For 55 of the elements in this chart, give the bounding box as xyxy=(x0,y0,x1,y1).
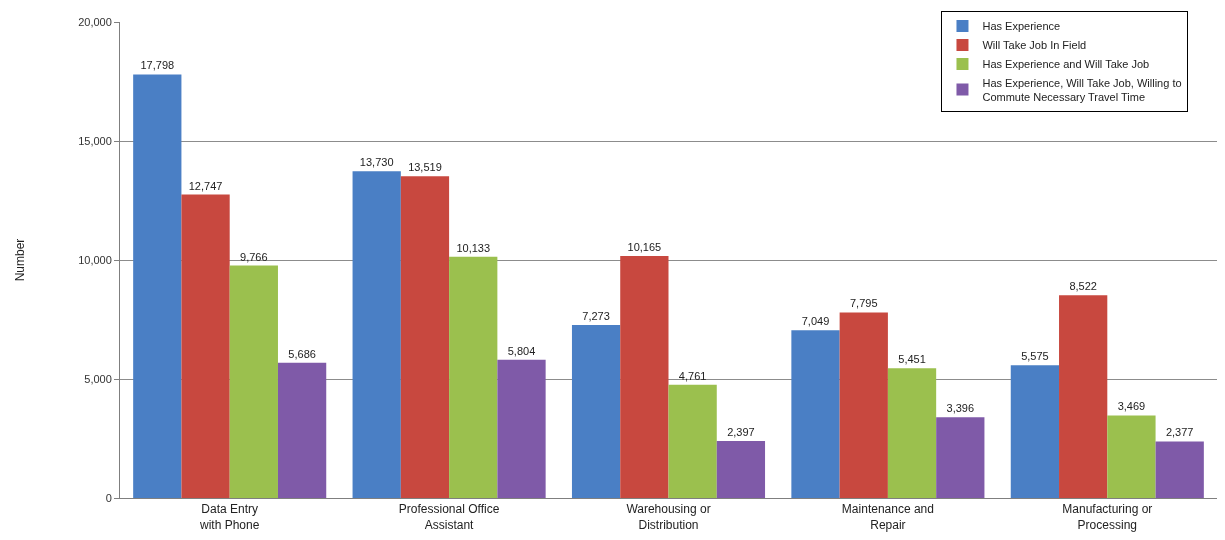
bar xyxy=(497,359,546,498)
x-tick-label: Manufacturing or Processing xyxy=(1062,502,1153,532)
bar xyxy=(1010,365,1060,498)
data-label: 3,396 xyxy=(946,402,975,415)
bar xyxy=(1107,415,1156,498)
bar xyxy=(571,324,621,498)
bar xyxy=(839,312,888,498)
bar xyxy=(791,330,840,498)
data-label: 8,522 xyxy=(1069,280,1097,293)
data-label: 5,575 xyxy=(1021,350,1049,363)
data-label: 10,133 xyxy=(456,241,491,254)
bar xyxy=(229,265,278,498)
x-tick-label: Warehousing or Distribution xyxy=(626,502,711,532)
y-tick-label: 15,000 xyxy=(78,134,112,147)
bar xyxy=(668,384,717,498)
legend-label: Has Experience and Will Take Job xyxy=(982,58,1150,71)
data-label: 5,804 xyxy=(507,344,536,357)
bar xyxy=(133,74,182,498)
bar xyxy=(1059,295,1108,498)
legend-label: Has Experience xyxy=(982,20,1061,33)
data-label: 5,686 xyxy=(288,347,316,360)
bar xyxy=(400,176,450,498)
y-axis-title: Number xyxy=(13,238,28,282)
x-tick-label: Professional Office Assistant xyxy=(398,502,500,532)
bar xyxy=(449,256,498,498)
y-tick-label: 5,000 xyxy=(84,372,112,385)
data-label: 7,273 xyxy=(582,309,610,322)
y-tick-label: 10,000 xyxy=(78,253,112,266)
data-label: 3,469 xyxy=(1117,400,1146,413)
bar xyxy=(1155,441,1204,498)
data-label: 7,049 xyxy=(801,315,830,328)
data-label: 17,798 xyxy=(140,59,175,72)
data-label: 10,165 xyxy=(627,241,662,254)
bar xyxy=(181,194,230,498)
data-label: 2,377 xyxy=(1165,426,1194,439)
data-label: 13,519 xyxy=(408,161,442,174)
bar xyxy=(716,440,766,498)
x-tick-label: Data Entry with Phone xyxy=(199,502,260,532)
y-tick-label: 0 xyxy=(105,491,112,504)
data-label: 2,397 xyxy=(727,425,755,438)
bar xyxy=(352,171,401,498)
legend-label: Will Take Job In Field xyxy=(982,39,1087,52)
x-tick-label: Maintenance and Repair xyxy=(841,502,934,532)
y-tick-label: 20,000 xyxy=(78,15,112,28)
legend-label: Has Experience, Will Take Job, Willing to Commute Necessary Travel Time xyxy=(982,76,1182,103)
data-label: 4,761 xyxy=(678,369,707,382)
data-label: 7,795 xyxy=(850,297,878,310)
bar xyxy=(277,362,327,498)
data-label: 5,451 xyxy=(898,353,926,366)
bar xyxy=(887,368,937,498)
data-label: 13,730 xyxy=(359,156,394,169)
bar xyxy=(620,256,669,498)
data-label: 12,747 xyxy=(188,179,223,192)
bar xyxy=(936,417,985,498)
data-label: 9,766 xyxy=(240,250,268,263)
